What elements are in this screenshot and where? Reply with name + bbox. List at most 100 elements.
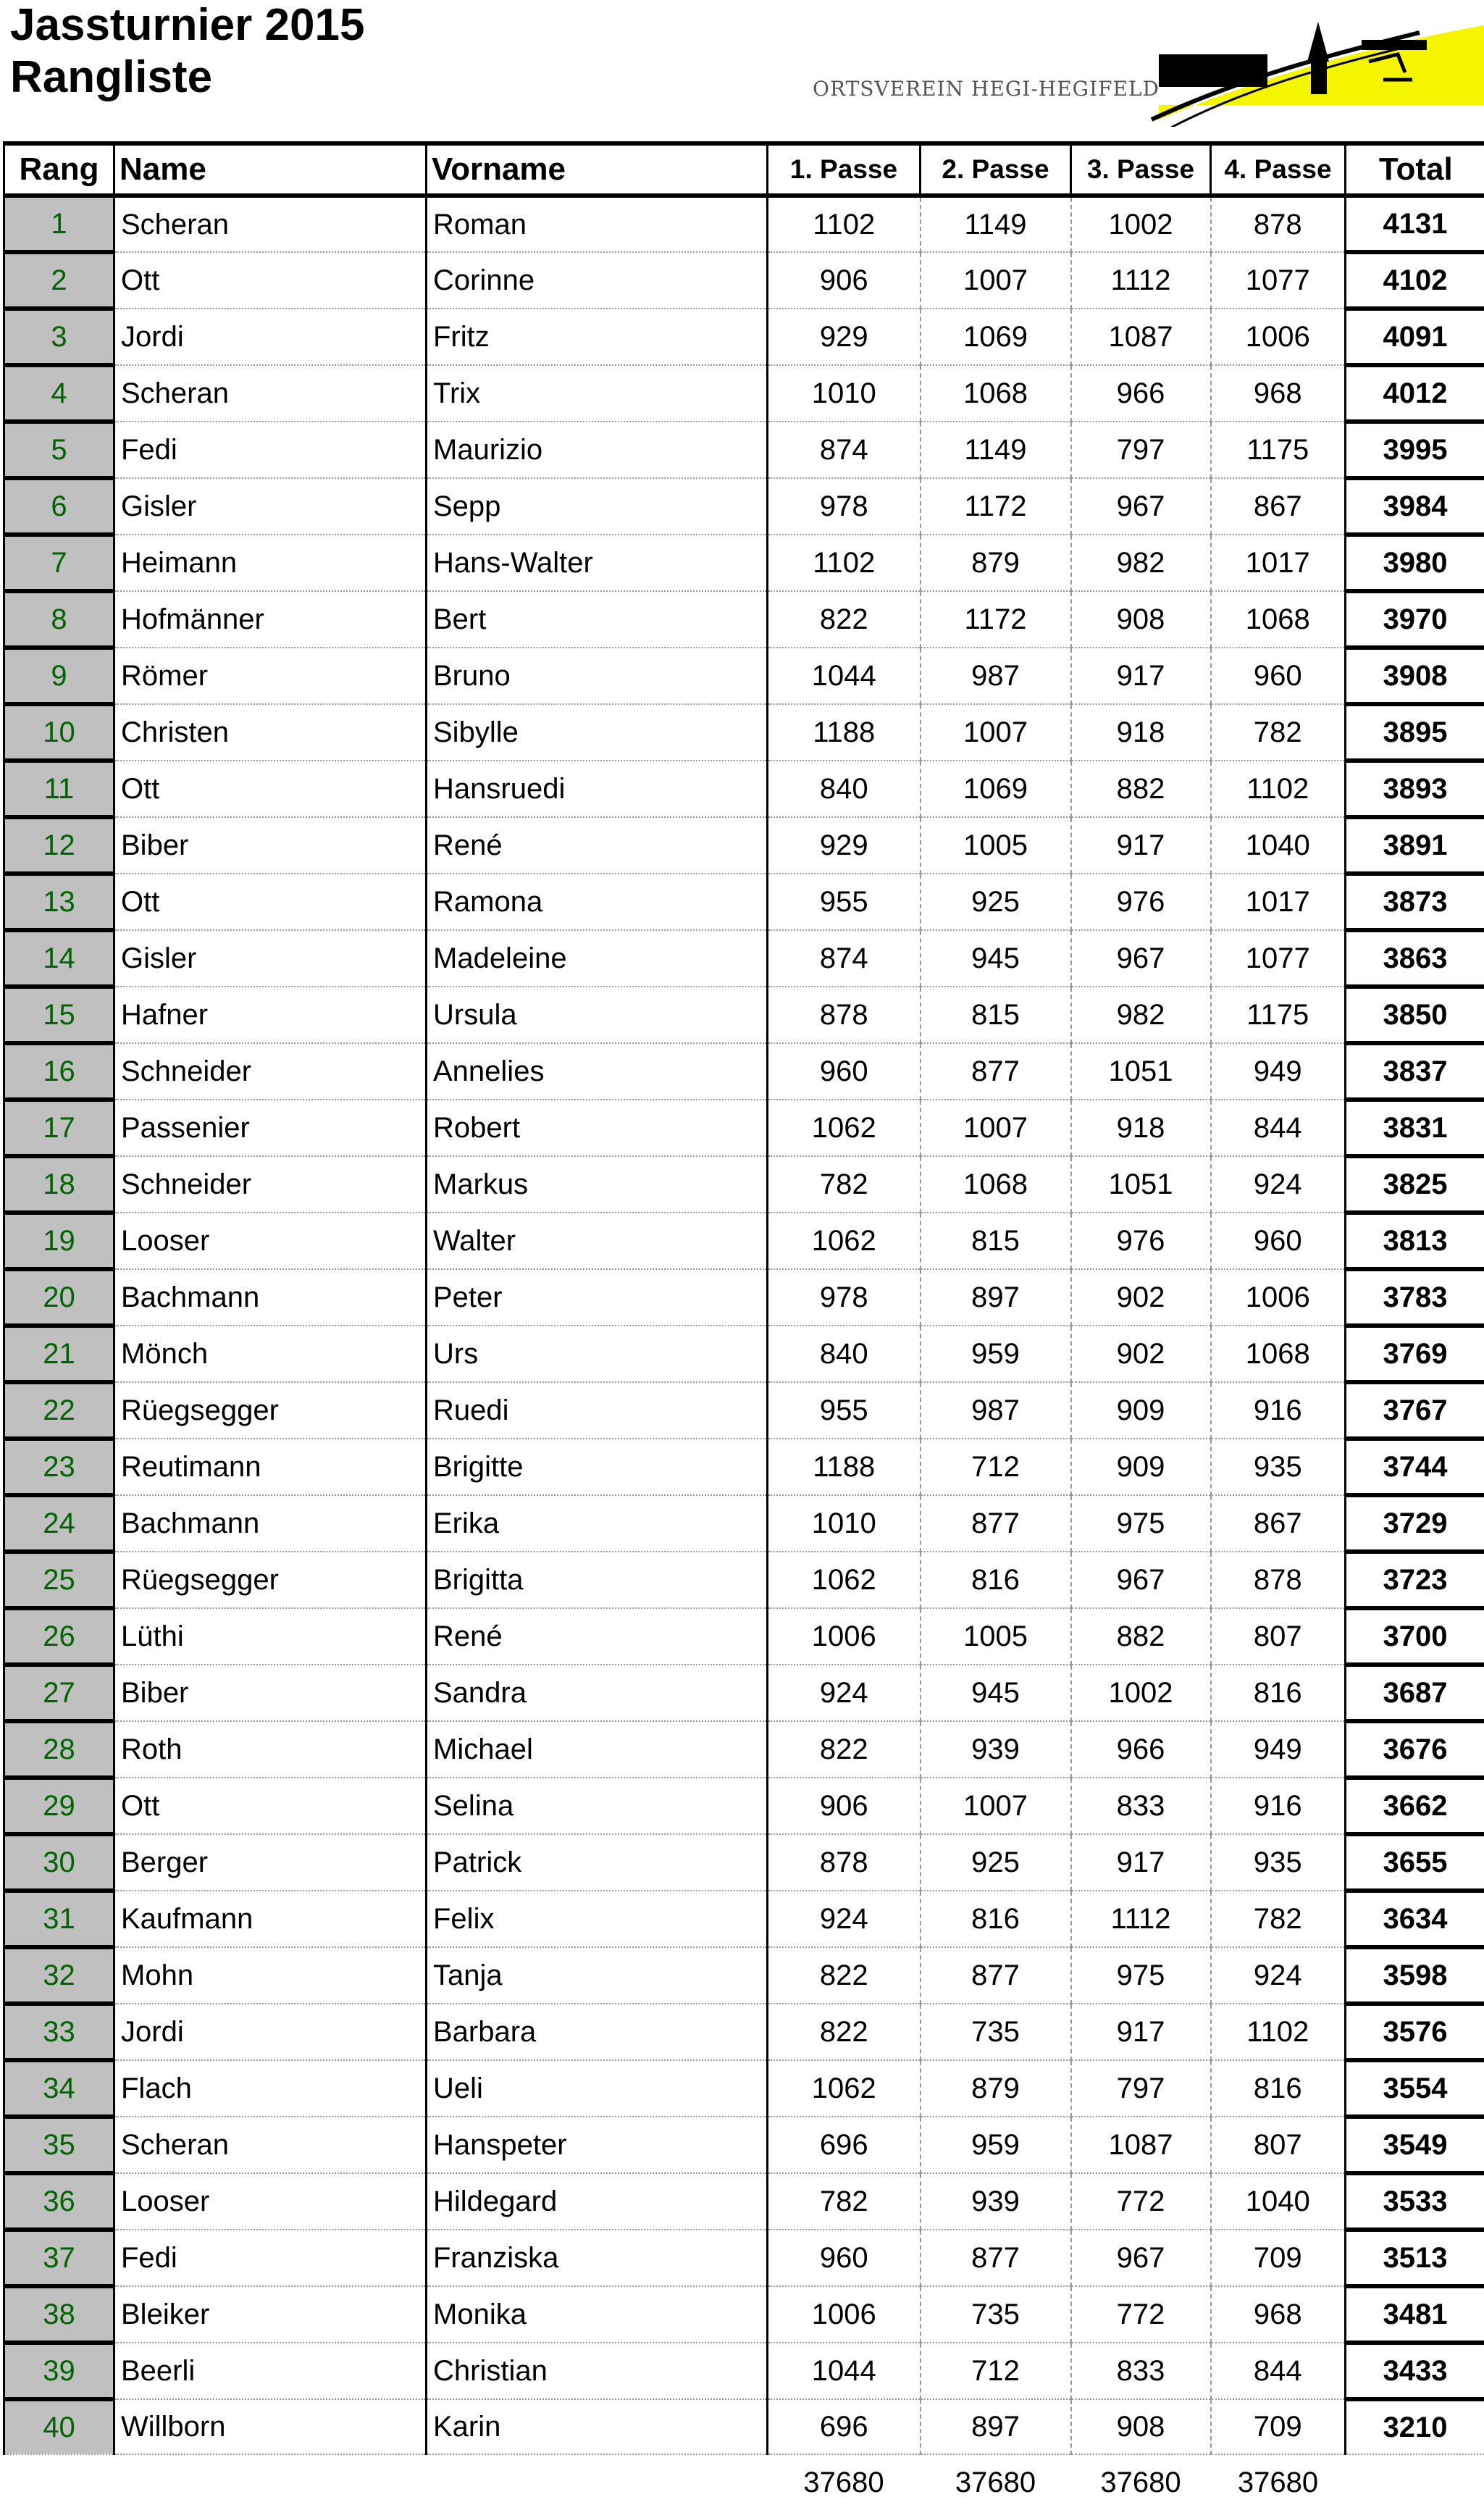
column-header-4-passe: 4. Passe xyxy=(1211,143,1346,196)
vorname-cell: Patrick xyxy=(427,1834,768,1891)
rank-cell: 29 xyxy=(4,1778,114,1834)
vorname-cell: Hildegard xyxy=(427,2173,768,2230)
passe3-sum: 37680 xyxy=(1071,2454,1211,2510)
passe4-cell: 1102 xyxy=(1211,2004,1346,2060)
name-cell: Flach xyxy=(114,2060,427,2117)
passe1-cell: 878 xyxy=(768,987,921,1043)
name-cell: Bachmann xyxy=(114,1269,427,1326)
passe1-cell: 696 xyxy=(768,2117,921,2173)
passe3-cell: 908 xyxy=(1071,2399,1211,2454)
name-cell: Schneider xyxy=(114,1156,427,1213)
name-cell: Fedi xyxy=(114,2230,427,2286)
rank-cell: 22 xyxy=(4,1382,114,1439)
passe2-cell: 1149 xyxy=(921,422,1071,478)
rank-cell: 3 xyxy=(4,309,114,365)
empty-cell xyxy=(4,2454,114,2510)
passe3-cell: 909 xyxy=(1071,1439,1211,1495)
passe3-cell: 1112 xyxy=(1071,1891,1211,1947)
passe4-cell: 867 xyxy=(1211,478,1346,535)
total-cell: 3210 xyxy=(1346,2399,1484,2454)
name-cell: Ott xyxy=(114,761,427,817)
passe4-cell: 960 xyxy=(1211,648,1346,704)
column-header-3-passe: 3. Passe xyxy=(1071,143,1211,196)
page-subtitle: Rangliste xyxy=(10,52,212,103)
passe2-cell: 925 xyxy=(921,1834,1071,1891)
passe1-cell: 924 xyxy=(768,1665,921,1721)
rank-cell: 31 xyxy=(4,1891,114,1947)
vorname-cell: Annelies xyxy=(427,1043,768,1100)
passe3-cell: 917 xyxy=(1071,648,1211,704)
passe4-cell: 1006 xyxy=(1211,309,1346,365)
passe1-cell: 822 xyxy=(768,591,921,648)
rank-cell: 37 xyxy=(4,2230,114,2286)
passe3-cell: 917 xyxy=(1071,1834,1211,1891)
passe2-cell: 1007 xyxy=(921,252,1071,309)
passe2-cell: 987 xyxy=(921,648,1071,704)
passe4-cell: 1040 xyxy=(1211,2173,1346,2230)
total-cell: 3662 xyxy=(1346,1778,1484,1834)
vorname-cell: Sibylle xyxy=(427,704,768,761)
passe3-cell: 882 xyxy=(1071,1608,1211,1665)
passe3-cell: 976 xyxy=(1071,1213,1211,1269)
passe2-cell: 897 xyxy=(921,1269,1071,1326)
passe4-cell: 924 xyxy=(1211,1947,1346,2004)
name-cell: Ott xyxy=(114,1778,427,1834)
rank-cell: 1 xyxy=(4,196,114,252)
column-header-1-passe: 1. Passe xyxy=(768,143,921,196)
vorname-cell: Sandra xyxy=(427,1665,768,1721)
passe3-cell: 917 xyxy=(1071,817,1211,874)
passe3-cell: 967 xyxy=(1071,1552,1211,1608)
passe1-cell: 929 xyxy=(768,309,921,365)
name-cell: Scheran xyxy=(114,2117,427,2173)
vorname-cell: Selina xyxy=(427,1778,768,1834)
rank-cell: 27 xyxy=(4,1665,114,1721)
total-cell: 3831 xyxy=(1346,1100,1484,1156)
passe3-cell: 917 xyxy=(1071,2004,1211,2060)
passe2-cell: 1005 xyxy=(921,817,1071,874)
passe1-cell: 1062 xyxy=(768,1213,921,1269)
vorname-cell: Walter xyxy=(427,1213,768,1269)
total-cell: 3513 xyxy=(1346,2230,1484,2286)
rank-cell: 28 xyxy=(4,1721,114,1778)
total-cell: 3655 xyxy=(1346,1834,1484,1891)
passe1-cell: 1188 xyxy=(768,704,921,761)
passe1-cell: 906 xyxy=(768,1778,921,1834)
rank-cell: 40 xyxy=(4,2399,114,2454)
total-cell: 3723 xyxy=(1346,1552,1484,1608)
total-cell: 3598 xyxy=(1346,1947,1484,2004)
passe4-cell: 1077 xyxy=(1211,252,1346,309)
total-cell: 3433 xyxy=(1346,2343,1484,2399)
passe2-cell: 1007 xyxy=(921,1100,1071,1156)
vorname-cell: Hans-Walter xyxy=(427,535,768,591)
passe3-cell: 902 xyxy=(1071,1326,1211,1382)
passe2-cell: 945 xyxy=(921,930,1071,987)
name-cell: Looser xyxy=(114,2173,427,2230)
rank-cell: 10 xyxy=(4,704,114,761)
passe3-cell: 1002 xyxy=(1071,1665,1211,1721)
passe4-cell: 844 xyxy=(1211,2343,1346,2399)
total-cell: 3729 xyxy=(1346,1495,1484,1552)
passe1-cell: 1188 xyxy=(768,1439,921,1495)
passe2-cell: 815 xyxy=(921,987,1071,1043)
vorname-cell: Ueli xyxy=(427,2060,768,2117)
passe1-cell: 978 xyxy=(768,478,921,535)
total-cell: 3533 xyxy=(1346,2173,1484,2230)
passe1-cell: 696 xyxy=(768,2399,921,2454)
rank-cell: 6 xyxy=(4,478,114,535)
total-cell: 3895 xyxy=(1346,704,1484,761)
page-title: Jassturnier 2015 xyxy=(10,0,364,51)
rank-cell: 13 xyxy=(4,874,114,930)
passe2-cell: 1069 xyxy=(921,761,1071,817)
passe1-cell: 822 xyxy=(768,1947,921,2004)
